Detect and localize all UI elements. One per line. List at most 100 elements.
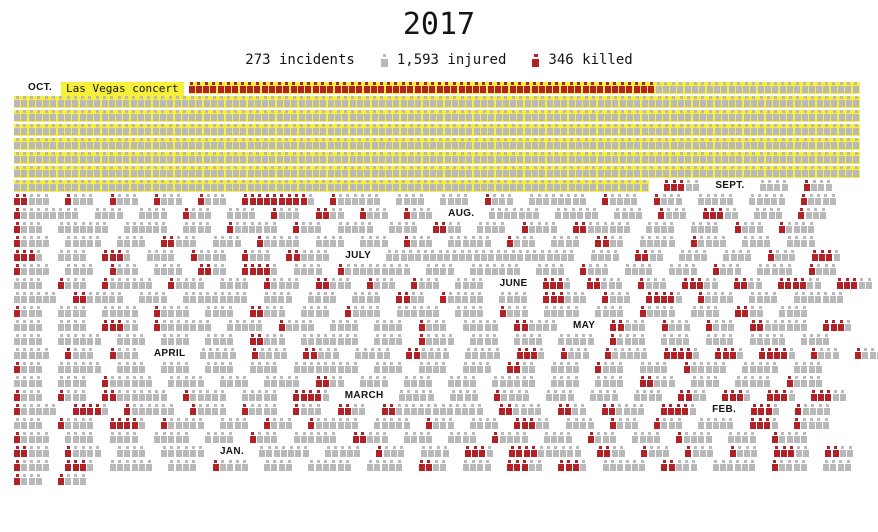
injured-person-icon [429,166,436,177]
injured-person-icon [532,124,539,135]
incident-group [386,250,576,262]
injured-person-icon [256,222,263,233]
injured-person-icon [124,250,131,261]
injured-person-icon [35,194,42,205]
injured-person-icon [749,236,756,247]
pictogram-row [14,292,878,306]
injured-person-icon [447,404,454,415]
injured-person-icon [356,138,363,149]
injured-person-icon [778,334,785,345]
injured-person-icon [352,404,359,415]
injured-person-icon [43,208,50,219]
injured-person-icon [262,152,269,163]
incident-group [138,208,168,220]
injured-person-icon [624,222,631,233]
injured-person-icon [433,460,440,471]
killed-person-icon [298,82,305,93]
injured-person-icon [21,264,28,275]
injured-person-icon [43,292,50,303]
injured-person-icon [749,460,756,471]
pictogram-row [14,264,878,278]
injured-person-icon [489,208,496,219]
injured-person-icon [108,166,115,177]
injured-person-icon [721,82,728,93]
injured-person-icon [729,138,736,149]
injured-person-icon [168,194,175,205]
pictogram-row: SEPT. [14,180,878,194]
injured-person-icon [278,278,285,289]
injured-person-icon [830,292,837,303]
injured-person-icon [50,180,57,191]
injured-person-icon [197,292,204,303]
killed-person-icon [750,320,757,331]
injured-person-icon [455,236,462,247]
killed-person-icon [315,278,322,289]
killed-person-icon [671,180,678,191]
injured-person-icon [229,348,236,359]
injured-person-icon [808,418,815,429]
injured-person-icon [174,138,181,149]
incident-group [109,264,139,276]
injured-person-icon [611,446,618,457]
killed-person-icon [757,320,764,331]
injured-person-icon [800,222,807,233]
injured-person-icon [685,138,692,149]
injured-person-icon [286,278,293,289]
injured-person-icon [466,152,473,163]
injured-person-icon [219,236,226,247]
injured-person-icon [262,138,269,149]
killed-person-icon [403,292,410,303]
injured-person-icon [601,278,608,289]
injured-person-icon [517,152,524,163]
injured-person-icon [521,306,528,317]
injured-person-icon [101,138,108,149]
killed-person-icon [737,390,744,401]
incident-group [14,236,50,248]
killed-person-icon [102,250,109,261]
incident-group [109,460,154,472]
injured-person-icon [189,166,196,177]
injured-person-icon [349,138,356,149]
killed-person-icon [609,418,616,429]
killed-person-icon [14,474,20,485]
injured-person-icon [729,124,736,135]
injured-person-icon [583,96,590,107]
injured-person-icon [429,124,436,135]
killed-person-icon [530,446,537,457]
injured-person-icon [484,334,491,345]
injured-person-icon [266,348,273,359]
injured-person-icon [705,306,712,317]
month-label: AUG. [448,208,475,219]
incident-group [691,376,720,388]
injured-person-icon [437,110,444,121]
injured-person-icon [561,110,568,121]
injured-person-icon [689,404,696,415]
injured-person-icon [774,250,781,261]
incident-group [14,250,43,262]
killed-person-icon [781,390,788,401]
incident-group [586,278,623,290]
injured-person-icon [160,208,167,219]
incident-group [168,278,204,290]
injured-person-icon [254,110,261,121]
injured-person-icon [131,334,138,345]
incident-group [751,404,780,416]
incident-group [712,460,757,472]
injured-person-icon [624,460,631,471]
killed-person-icon [400,82,407,93]
injured-person-icon [692,124,699,135]
killed-person-icon [653,292,660,303]
killed-person-icon [242,250,249,261]
killed-person-icon [116,320,123,331]
incident-group [705,334,735,346]
killed-person-icon [766,348,773,359]
killed-person-icon [28,250,35,261]
injured-person-icon [698,432,705,443]
killed-person-icon [531,82,538,93]
injured-person-icon [648,446,655,457]
incident-group [551,376,580,388]
injured-person-icon [80,334,87,345]
injured-person-icon [748,278,755,289]
injured-person-icon [670,124,677,135]
injured-person-icon [168,432,175,443]
